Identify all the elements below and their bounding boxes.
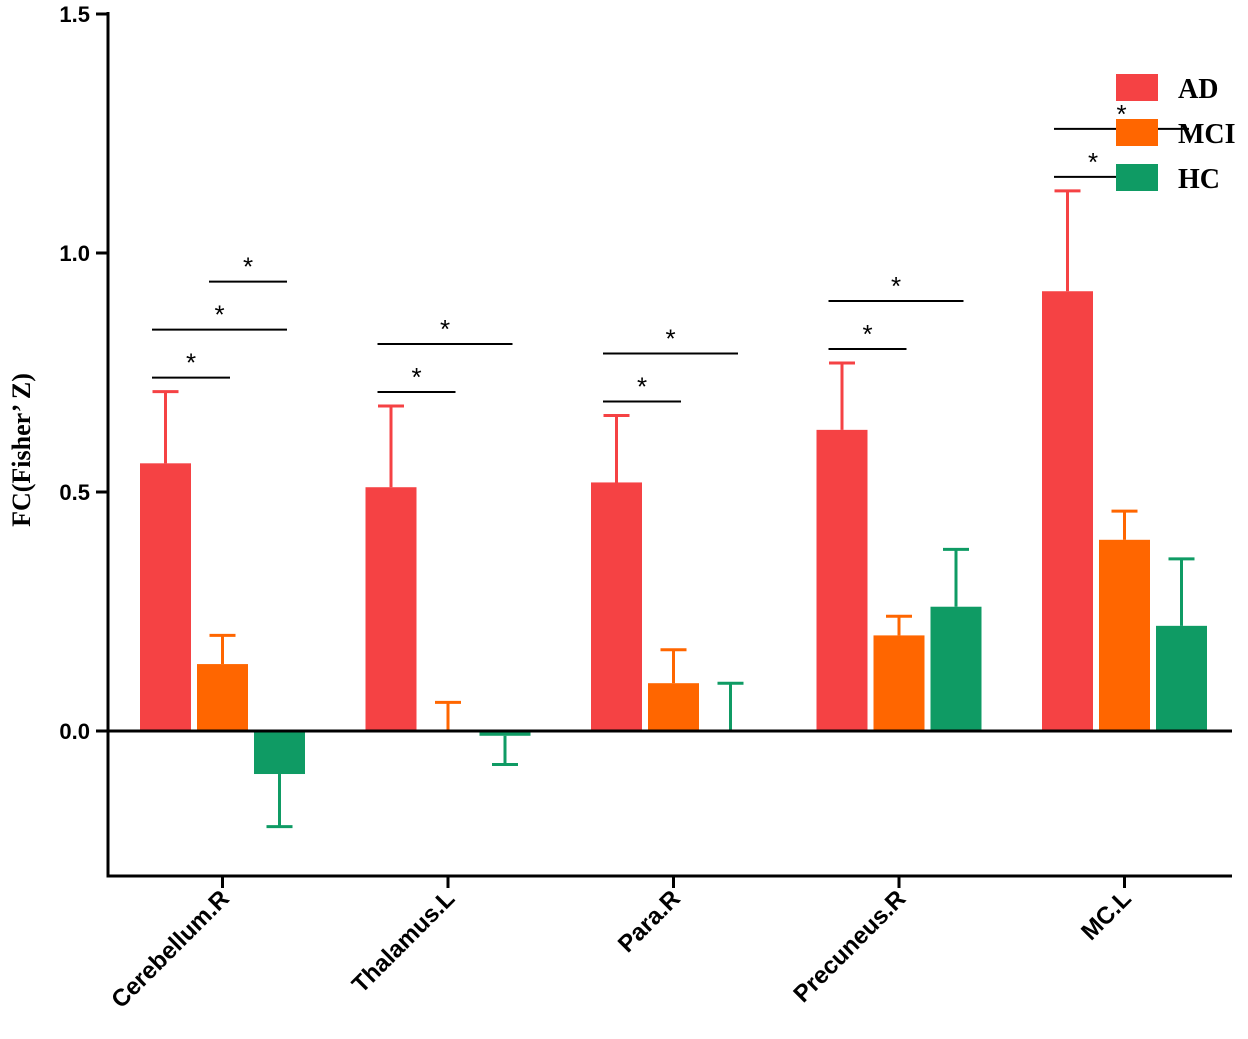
significance-star-0: * [186, 348, 196, 378]
bar-hc-0 [254, 731, 305, 775]
legend-swatch-mci [1116, 119, 1158, 146]
bar-ad-0 [140, 463, 191, 731]
category-label-1: Thalamus.L [347, 885, 460, 998]
y-tick-label-3: 1.5 [59, 2, 90, 27]
legend-label-ad: AD [1178, 74, 1218, 105]
significance-star-2: * [243, 252, 253, 282]
plot-area: 0.0 0.5 1.0 1.5 Cerebellum.R Thalamus.L Para.R… [59, 2, 1235, 1014]
bar-hc-1 [479, 731, 531, 736]
bar-hc-3 [930, 606, 982, 731]
category-label-0: Cerebellum.R [106, 885, 234, 1013]
significance-star-6: * [665, 324, 675, 354]
bar-mci-3 [873, 635, 925, 731]
significance-star-1: * [214, 300, 224, 330]
bar-ad-2 [591, 482, 642, 731]
significance-star-5: * [637, 372, 647, 402]
significance-star-8: * [891, 271, 901, 301]
bar-mci-2 [648, 683, 699, 731]
category-label-2: Para.R [613, 885, 686, 958]
significance-star-7: * [862, 319, 872, 349]
y-tick-label-1: 0.5 [59, 480, 90, 505]
bar-ad-4 [1042, 291, 1093, 731]
legend-label-hc: HC [1178, 164, 1220, 195]
significance-star-3: * [411, 362, 421, 392]
bar-ad-3 [816, 429, 868, 731]
bar-mci-4 [1099, 539, 1150, 731]
significance-star-9: * [1088, 147, 1098, 177]
bar-mci-0 [197, 664, 248, 731]
legend-swatch-ad [1116, 74, 1158, 101]
legend-swatch-hc [1116, 164, 1158, 191]
category-label-4: MC.L [1076, 885, 1137, 946]
significance-star-10: * [1116, 99, 1126, 129]
y-tick-label-0: 0.0 [59, 719, 90, 744]
y-tick-label-2: 1.0 [59, 241, 90, 266]
category-label-3: Precuneus.R [788, 885, 911, 1008]
significance-star-4: * [440, 314, 450, 344]
y-axis-label: FC(Fisher’ Z) [7, 373, 36, 527]
bar-hc-4 [1156, 625, 1207, 731]
bar-ad-1 [365, 487, 417, 731]
legend-label-mci: MCI [1178, 119, 1236, 150]
